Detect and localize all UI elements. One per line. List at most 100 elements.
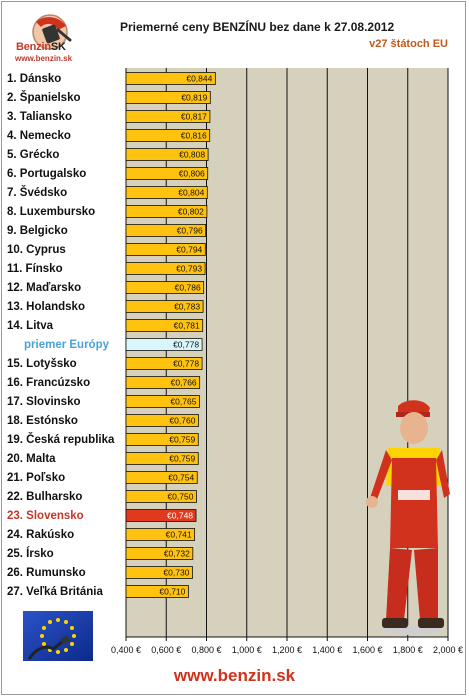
gas-station-mechanic-icon [366,400,450,635]
data-label: €0,844 [186,74,212,84]
bar [125,243,206,256]
data-label: €0,796 [177,226,203,236]
data-label: €0,765 [170,397,196,407]
category-label: 5. Grécko [7,148,60,161]
category-label: 24. Rakúsko [7,528,75,541]
logo-brand: BenzinSK [16,41,66,53]
bar [125,148,209,161]
bar [125,395,200,408]
category-label: 2. Španielsko [7,91,81,104]
data-label: €0,766 [171,378,197,388]
bar [125,72,216,85]
data-label: €0,816 [181,131,207,141]
bar [125,528,196,541]
x-tick-label: 1,600 € [352,645,383,655]
bar [125,566,193,579]
x-tick-label: 1,400 € [312,645,343,655]
category-label: 1. Dánsko [7,72,62,85]
data-label: €0,760 [169,416,195,426]
data-label: €0,783 [174,302,200,312]
x-tick-label: 1,200 € [271,645,303,655]
data-label: €0,808 [179,150,205,160]
data-label: €0,786 [175,283,201,293]
bar [125,414,199,427]
x-tick-label: 1,000 € [231,645,262,655]
x-tick-label: 1,800 € [392,645,423,655]
category-label: 27. Veľká Británia [7,585,103,598]
bar [125,110,211,123]
category-label: 8. Luxembursko [7,205,96,218]
eu-flag-icon [23,611,93,661]
category-label: 26. Rumunsko [7,566,86,579]
chart-subtitle: v27 štátoch EU [369,38,448,50]
category-label: 3. Taliansko [7,110,72,123]
category-label: 10. Cyprus [7,243,66,256]
category-label: 12. Maďarsko [7,281,82,294]
data-label: €0,732 [164,549,190,559]
category-label: 21. Poľsko [7,471,66,484]
bar [125,205,208,218]
category-label: 7. Švédsko [7,186,68,199]
bar [125,433,199,446]
category-label: 4. Nemecko [7,129,71,142]
category-label: 17. Slovinsko [7,395,81,408]
footer-url: www.benzin.sk [173,666,296,685]
category-label: 23. Slovensko [7,509,84,522]
data-label: €0,806 [179,169,205,179]
bar [125,319,204,332]
bar [125,186,208,199]
bar [125,224,207,237]
category-label: 19. Česká republika [7,433,115,446]
category-label: 22. Bulharsko [7,490,83,503]
bar [125,585,189,598]
x-tick-label: 0,600 € [151,645,182,655]
category-label: 25. Írsko [7,547,54,560]
category-label: 16. Francúzsko [7,376,91,389]
category-label: 6. Portugalsko [7,167,87,180]
data-label: €0,741 [166,530,192,540]
data-label: €0,817 [181,112,207,122]
bar [125,300,204,313]
average-bar [125,338,203,351]
data-label: €0,819 [181,93,207,103]
bar [125,376,201,389]
category-label: 20. Malta [7,452,56,465]
category-label: 15. Lotyšsko [7,357,77,370]
data-label: €0,802 [178,207,204,217]
data-label: €0,793 [176,264,202,274]
bar [125,281,205,294]
benzin-logo-icon [32,14,72,50]
data-label: €0,781 [174,321,200,331]
bar [125,509,197,522]
category-label: 9. Belgicko [7,224,68,237]
data-label: €0,750 [167,492,193,502]
bar [125,471,198,484]
bar [125,452,199,465]
x-tick-label: 0,400 € [110,645,142,655]
data-label: €0,778 [173,359,199,369]
bar [125,262,206,275]
category-label: 11. Fínsko [7,262,63,275]
category-label: 14. Litva [7,319,54,332]
average-label: priemer Európy [24,338,109,351]
data-label: €0,778 [173,340,199,350]
data-label: €0,748 [167,511,193,521]
x-tick-label: 2,000 € [432,645,464,655]
bar [125,91,211,104]
logo-url: www.benzin.sk [15,54,73,63]
category-label: 18. Estónsko [7,414,78,427]
x-tick-label: 0,800 € [191,645,222,655]
bar [125,129,211,142]
data-label: €0,730 [163,568,189,578]
bar [125,167,209,180]
bar [125,357,203,370]
data-label: €0,759 [169,435,195,445]
data-label: €0,794 [176,245,202,255]
data-label: €0,804 [178,188,204,198]
bar [125,490,197,503]
chart-title: Priemerné ceny BENZÍNU bez dane k 27.08.… [120,20,395,34]
data-label: €0,710 [159,587,185,597]
bar [125,547,194,560]
data-label: €0,759 [169,454,195,464]
category-label: 13. Holandsko [7,300,85,313]
